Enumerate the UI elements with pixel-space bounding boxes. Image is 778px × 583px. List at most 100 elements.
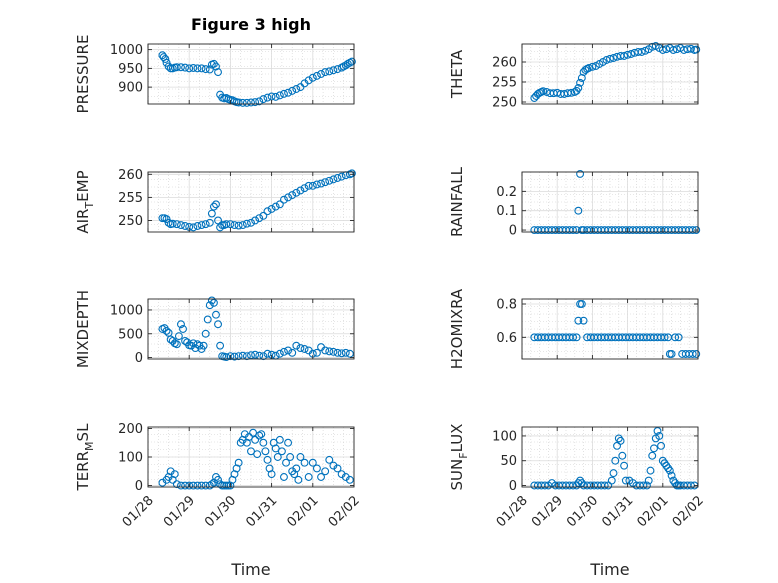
data-point xyxy=(284,346,293,355)
data-point xyxy=(226,220,235,229)
data-point xyxy=(288,191,297,200)
data-point xyxy=(185,64,194,73)
y-tick-label: 900 xyxy=(118,81,143,96)
data-point xyxy=(214,68,222,77)
data-point xyxy=(189,223,198,232)
data-point xyxy=(261,447,270,456)
data-point xyxy=(247,98,255,107)
data-point xyxy=(158,214,167,223)
data-point xyxy=(308,458,317,467)
data-point xyxy=(222,481,231,490)
data-point xyxy=(234,458,243,467)
data-point xyxy=(321,178,330,187)
data-point xyxy=(576,78,585,87)
data-point xyxy=(209,59,218,68)
data-point xyxy=(174,332,183,341)
data-point xyxy=(574,84,583,92)
data-point xyxy=(294,475,303,484)
data-point xyxy=(273,453,282,461)
data-point xyxy=(172,63,181,72)
data-point xyxy=(588,62,597,71)
data-point xyxy=(238,221,247,230)
y-axis-label-main: RAINFALL xyxy=(448,166,466,237)
y-axis-label: AIRTEMP xyxy=(74,170,96,233)
y-axis-label: SUNFLUX xyxy=(448,424,470,491)
y-axis-label: H2OMIXRA xyxy=(448,288,466,369)
data-point xyxy=(271,202,280,211)
data-point xyxy=(623,50,632,59)
data-point xyxy=(347,169,356,178)
data-point xyxy=(569,333,577,342)
y-tick-label: 260 xyxy=(492,56,517,71)
data-point xyxy=(238,98,247,107)
y-tick-label: 0.2 xyxy=(496,185,517,200)
data-point xyxy=(574,316,583,325)
data-point xyxy=(214,216,222,225)
panel-h2omixra: 0.6 0.8 H2OMIXRA xyxy=(448,288,701,369)
data-point xyxy=(177,481,185,490)
data-point xyxy=(674,333,683,342)
data-point xyxy=(255,97,264,106)
data-point xyxy=(230,221,239,230)
y-tick-label: 0 xyxy=(509,479,517,494)
data-point xyxy=(576,169,585,178)
data-point xyxy=(660,333,669,342)
y-axis-label: PRESSURE xyxy=(74,35,92,114)
data-point xyxy=(288,86,297,95)
data-point xyxy=(220,481,229,490)
data-point xyxy=(650,444,658,453)
data-point xyxy=(620,52,629,60)
data-point xyxy=(639,481,648,490)
y-axis-label-main: SUN xyxy=(448,459,466,491)
data-point xyxy=(255,431,264,440)
data-point xyxy=(579,316,588,325)
data-point xyxy=(207,296,216,305)
data-point xyxy=(209,202,218,211)
y-tick-label: 255 xyxy=(492,76,517,91)
data-point xyxy=(172,340,181,349)
data-point xyxy=(646,466,655,475)
data-point xyxy=(284,193,293,202)
data-point xyxy=(300,184,309,193)
data-point xyxy=(321,467,330,476)
data-point xyxy=(325,455,334,464)
y-axis-label-main: TERR xyxy=(74,451,92,492)
data-point xyxy=(222,220,231,229)
data-point xyxy=(230,352,239,361)
data-point xyxy=(162,326,171,335)
data-point xyxy=(177,221,185,230)
data-point xyxy=(611,456,620,465)
data-point xyxy=(181,336,190,345)
data-point xyxy=(259,438,268,447)
data-point xyxy=(216,223,225,232)
data-point xyxy=(234,352,243,361)
data-point xyxy=(205,218,214,227)
data-point xyxy=(214,475,222,484)
data-point xyxy=(181,222,190,230)
data-point xyxy=(181,481,190,490)
data-point xyxy=(212,200,220,209)
y-tick-label: 100 xyxy=(492,429,517,444)
data-point xyxy=(234,221,243,230)
data-point xyxy=(616,436,625,445)
data-point xyxy=(197,64,206,73)
data-point xyxy=(312,348,321,357)
axes-box xyxy=(521,43,699,105)
data-point xyxy=(333,174,342,182)
panel-air-temp: 250 255 260 AIRTEMP xyxy=(74,168,356,234)
y-axis-label-tail: LUX xyxy=(448,424,466,453)
data-point xyxy=(263,207,272,216)
y-tick-label: 0 xyxy=(509,224,517,239)
data-point xyxy=(271,444,280,453)
data-point xyxy=(205,65,214,74)
data-point xyxy=(249,428,258,437)
data-point xyxy=(312,71,321,80)
data-point xyxy=(161,55,170,63)
data-point xyxy=(653,427,662,435)
panel-mixdepth: 0 500 1000 MIXDEPTH xyxy=(74,290,355,368)
data-point xyxy=(345,349,354,358)
data-point xyxy=(337,349,346,358)
data-point xyxy=(329,175,338,184)
data-point xyxy=(671,333,680,342)
data-point xyxy=(692,350,701,358)
